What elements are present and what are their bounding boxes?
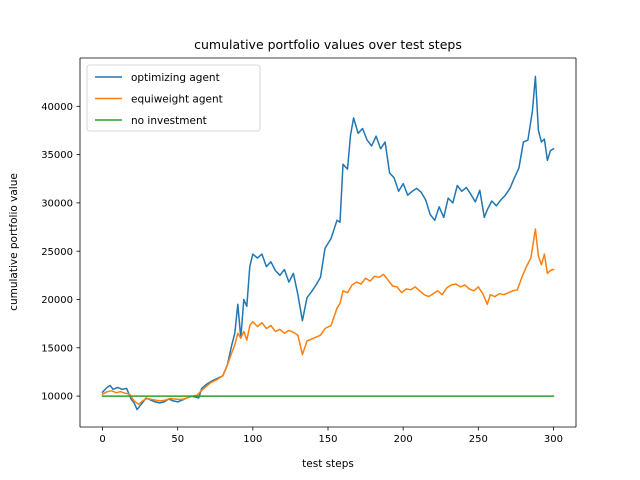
legend-label-0: optimizing agent	[131, 72, 220, 84]
chart-title: cumulative portfolio values over test st…	[194, 37, 462, 52]
x-tick-label: 250	[469, 434, 488, 445]
y-tick-label: 20000	[41, 295, 73, 306]
legend-label-1: equiweight agent	[131, 93, 223, 105]
series-layer	[101, 75, 555, 411]
legend: optimizing agent equiweight agent no inves…	[86, 64, 261, 132]
series-line-1	[101, 228, 555, 406]
x-axis-label: test steps	[302, 458, 354, 470]
y-tick-label: 30000	[41, 198, 73, 209]
legend-box	[86, 64, 261, 132]
y-axis-ticks: 10000 15000 20000 25000 30000 35000 40000	[41, 102, 80, 403]
x-tick-label: 50	[171, 434, 184, 445]
y-tick-label: 25000	[41, 247, 73, 258]
x-tick-label: 150	[318, 434, 337, 445]
y-tick-label: 10000	[41, 392, 73, 403]
series-line-0	[101, 75, 555, 411]
x-axis-ticks: 0 50 100 150 200 250 300	[99, 427, 563, 445]
axes-frame	[79, 57, 577, 428]
x-tick-label: 0	[99, 434, 105, 445]
x-tick-label: 100	[243, 434, 262, 445]
x-tick-label: 300	[544, 434, 563, 445]
y-tick-label: 15000	[41, 343, 73, 354]
y-axis-label: cumulative portfolio value	[8, 173, 20, 311]
legend-label-2: no investment	[131, 115, 207, 127]
y-tick-label: 40000	[41, 102, 73, 113]
x-tick-label: 200	[394, 434, 413, 445]
y-tick-label: 35000	[41, 150, 73, 161]
